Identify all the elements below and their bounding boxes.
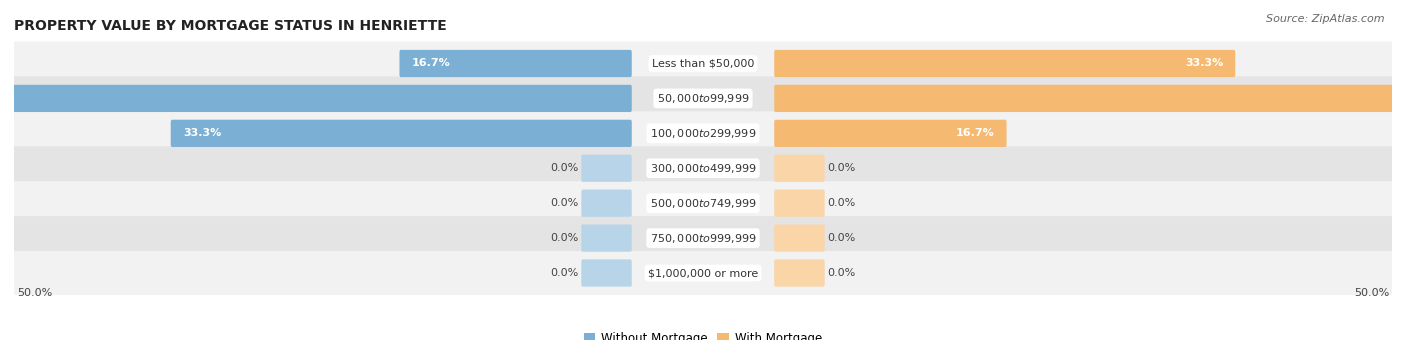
Text: 0.0%: 0.0% xyxy=(550,198,578,208)
FancyBboxPatch shape xyxy=(775,85,1406,112)
Text: 50.0%: 50.0% xyxy=(17,288,52,298)
FancyBboxPatch shape xyxy=(8,181,1398,225)
Text: $100,000 to $299,999: $100,000 to $299,999 xyxy=(650,127,756,140)
FancyBboxPatch shape xyxy=(8,146,1398,190)
Text: 0.0%: 0.0% xyxy=(550,268,578,278)
Text: 0.0%: 0.0% xyxy=(828,268,856,278)
Text: $300,000 to $499,999: $300,000 to $499,999 xyxy=(650,162,756,175)
FancyBboxPatch shape xyxy=(775,155,825,182)
Text: Less than $50,000: Less than $50,000 xyxy=(652,58,754,68)
Text: Source: ZipAtlas.com: Source: ZipAtlas.com xyxy=(1267,14,1385,23)
Text: 0.0%: 0.0% xyxy=(550,233,578,243)
Text: PROPERTY VALUE BY MORTGAGE STATUS IN HENRIETTE: PROPERTY VALUE BY MORTGAGE STATUS IN HEN… xyxy=(14,19,447,33)
FancyBboxPatch shape xyxy=(581,155,631,182)
FancyBboxPatch shape xyxy=(775,224,825,252)
FancyBboxPatch shape xyxy=(0,85,631,112)
FancyBboxPatch shape xyxy=(8,216,1398,260)
FancyBboxPatch shape xyxy=(399,50,631,77)
Text: 16.7%: 16.7% xyxy=(956,128,994,138)
Text: 33.3%: 33.3% xyxy=(1185,58,1223,68)
FancyBboxPatch shape xyxy=(775,120,1007,147)
Text: $1,000,000 or more: $1,000,000 or more xyxy=(648,268,758,278)
FancyBboxPatch shape xyxy=(775,190,825,217)
Text: 0.0%: 0.0% xyxy=(828,198,856,208)
Text: $50,000 to $99,999: $50,000 to $99,999 xyxy=(657,92,749,105)
FancyBboxPatch shape xyxy=(581,224,631,252)
FancyBboxPatch shape xyxy=(170,120,631,147)
Text: 0.0%: 0.0% xyxy=(828,233,856,243)
Text: 0.0%: 0.0% xyxy=(828,163,856,173)
FancyBboxPatch shape xyxy=(8,76,1398,120)
Text: 50.0%: 50.0% xyxy=(1354,288,1389,298)
Text: 16.7%: 16.7% xyxy=(412,58,450,68)
FancyBboxPatch shape xyxy=(775,259,825,287)
FancyBboxPatch shape xyxy=(775,50,1236,77)
Text: 33.3%: 33.3% xyxy=(183,128,221,138)
FancyBboxPatch shape xyxy=(581,259,631,287)
FancyBboxPatch shape xyxy=(8,251,1398,295)
Text: 0.0%: 0.0% xyxy=(550,163,578,173)
FancyBboxPatch shape xyxy=(8,41,1398,85)
FancyBboxPatch shape xyxy=(8,111,1398,155)
Text: $750,000 to $999,999: $750,000 to $999,999 xyxy=(650,232,756,244)
Legend: Without Mortgage, With Mortgage: Without Mortgage, With Mortgage xyxy=(579,328,827,340)
FancyBboxPatch shape xyxy=(581,190,631,217)
Text: $500,000 to $749,999: $500,000 to $749,999 xyxy=(650,197,756,210)
